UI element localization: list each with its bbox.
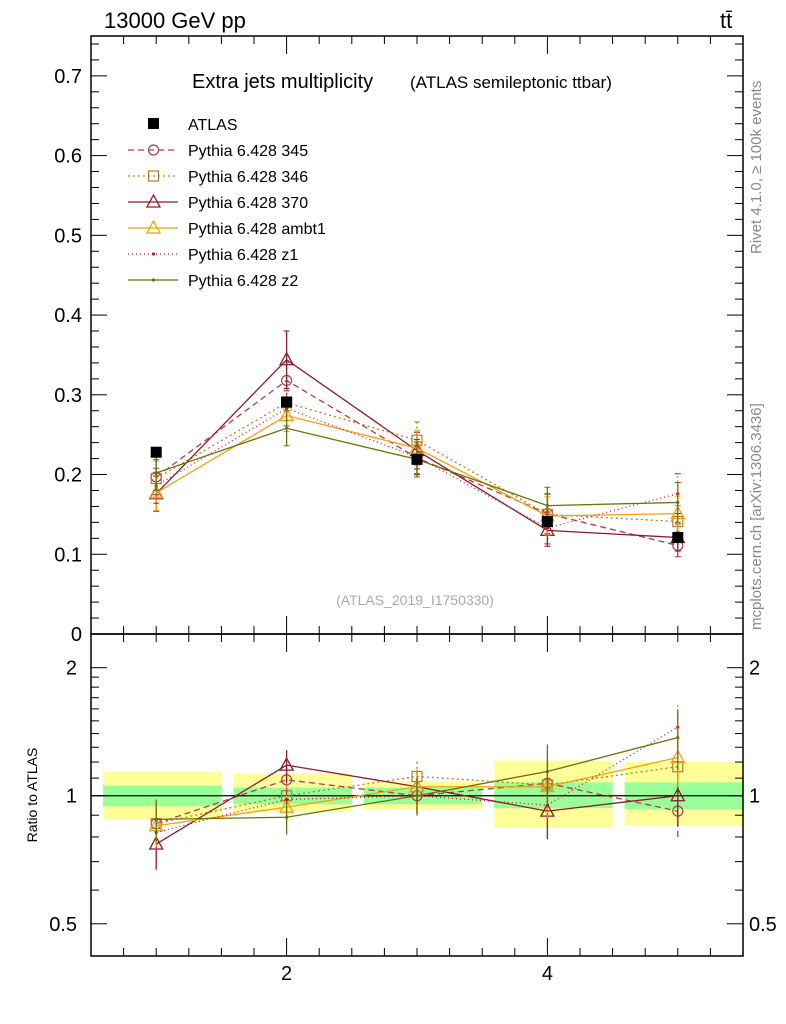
y-tick-label: 0.2	[54, 465, 82, 487]
point-pythia-6-428-z1	[285, 406, 289, 410]
y-tick-label: 0.4	[54, 305, 82, 327]
y-tick-label: 0.6	[54, 146, 82, 168]
ratio-panel-frame	[90, 633, 744, 957]
data-point-atlas	[672, 532, 684, 544]
rivet-label: Rivet 4.1.0, ≥ 100k events	[748, 81, 765, 254]
chart-subtitle: (ATLAS semileptonic ttbar)	[410, 73, 612, 92]
legend-label-pythia-6-428-ambt1: Pythia 6.428 ambt1	[188, 221, 326, 238]
legend-label-atlas: ATLAS	[188, 117, 238, 134]
ratio-panel-axes: 2 4 0.5 0.5 1 1 2 2	[49, 634, 777, 985]
point-pythia-6-428-z2	[285, 426, 289, 430]
ratio-panel-bands	[91, 760, 743, 828]
ratio-tick-label-right: 2	[749, 658, 760, 680]
chart-title: Extra jets multiplicity	[192, 71, 373, 93]
point-pythia-6-428-z1	[545, 526, 550, 530]
point-pythia-6-428-ambt1	[148, 484, 164, 499]
point-pythia-6-428-370	[279, 351, 295, 366]
main-panel-series	[148, 330, 686, 558]
legend-label-pythia-6-428-345: Pythia 6.428 345	[188, 143, 308, 160]
data-point-atlas	[281, 396, 293, 408]
legend-label-pythia-6-428-346: Pythia 6.428 346	[188, 169, 308, 186]
data-point-atlas	[411, 453, 423, 465]
ratio-point-pythia-6-428-z2	[285, 815, 289, 819]
legend-marker-atlas	[148, 118, 159, 129]
energy-label: 13000 GeV pp	[104, 8, 246, 33]
legend-marker-pythia-6-428-345	[147, 144, 160, 156]
ratio-point-pythia-6-428-z2	[545, 769, 550, 774]
y-tick-label: 0.5	[54, 225, 82, 247]
legend: ATLAS Pythia 6.428 345 Pythia 6.428 346 Pyt…	[128, 117, 326, 290]
y-tick-label: 0.3	[54, 385, 82, 407]
data-point-atlas	[150, 446, 162, 458]
legend-marker-pythia-6-428-346	[147, 170, 160, 182]
legend-label-pythia-6-428-370: Pythia 6.428 370	[188, 195, 308, 212]
legend-marker-pythia-6-428-z2	[151, 278, 156, 282]
ratio-point-pythia-6-428-z2	[154, 817, 158, 821]
legend-marker-pythia-6-428-z1	[151, 252, 156, 256]
legend-marker-pythia-6-428-370	[145, 193, 162, 208]
point-pythia-6-428-z2	[545, 504, 550, 508]
ratio-point-pythia-6-428-z2	[676, 735, 680, 740]
data-point-atlas	[541, 516, 553, 528]
legend-label-pythia-6-428-z2: Pythia 6.428 z2	[188, 273, 298, 290]
ratio-point-pythia-6-428-370	[279, 756, 295, 771]
x-tick-label: 2	[281, 963, 292, 985]
ratio-point-pythia-6-428-370	[148, 835, 164, 850]
x-tick-label: 4	[542, 963, 553, 985]
analysis-watermark: (ATLAS_2019_I1750330)	[336, 592, 494, 608]
ratio-point-pythia-6-428-370	[670, 787, 686, 802]
ratio-tick-label-left: 0.5	[49, 914, 77, 936]
ratio-tick-label-left: 2	[66, 658, 77, 680]
ratio-tick-label-left: 1	[66, 786, 77, 808]
point-pythia-6-428-z2	[154, 471, 158, 475]
ratio-tick-label-right: 1	[749, 786, 760, 808]
series-line-pythia-6-428-z1	[155, 407, 678, 529]
ratio-panel-series	[148, 703, 686, 870]
legend-marker-pythia-6-428-ambt1	[145, 219, 162, 234]
ratio-tick-label-right: 0.5	[749, 914, 777, 936]
mcplots-label: mcplots.cern.ch [arXiv:1306.3436]	[748, 403, 765, 630]
legend-label-pythia-6-428-z1: Pythia 6.428 z1	[188, 247, 298, 264]
y-tick-label: 0.7	[54, 66, 82, 88]
ratio-y-axis-label: Ratio to ATLAS	[24, 748, 40, 843]
ratio-line-pythia-6-428-345	[155, 779, 678, 825]
point-pythia-6-428-z2	[676, 500, 680, 505]
ratio-point-pythia-6-428-z1	[545, 803, 550, 807]
y-tick-label: 0.1	[54, 544, 82, 566]
process-label: tt̄	[720, 8, 732, 33]
y-tick-label: 0	[71, 624, 82, 646]
ratio-point-pythia-6-428-z1	[285, 797, 289, 802]
ratio-point-pythia-6-428-z2	[415, 794, 419, 798]
